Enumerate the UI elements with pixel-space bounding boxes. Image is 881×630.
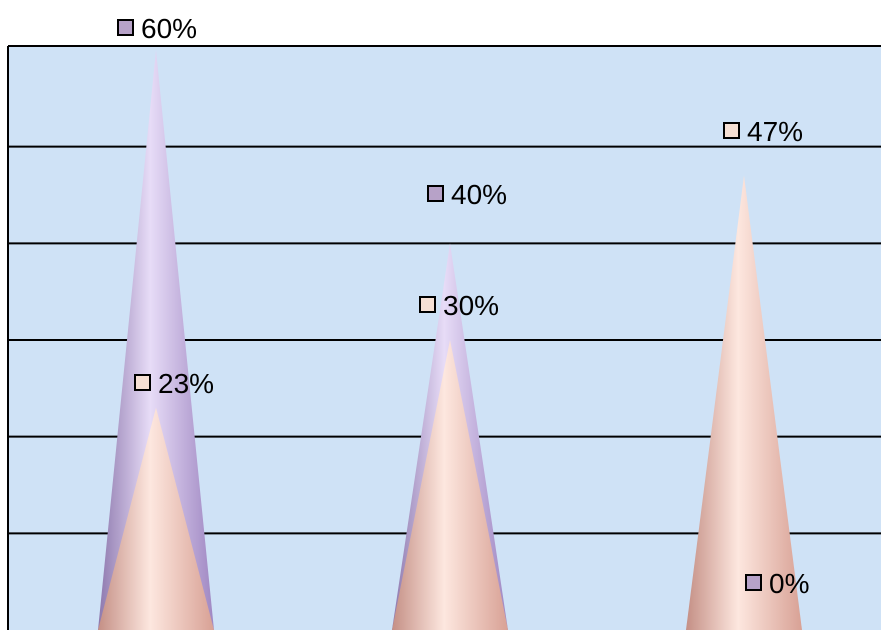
legend-key-marker bbox=[745, 574, 762, 591]
data-label: 47% bbox=[747, 116, 803, 147]
cone-series1-item1 bbox=[98, 50, 214, 630]
data-label: 60% bbox=[141, 13, 197, 44]
cone-series2-item3 bbox=[686, 175, 802, 630]
cone-series2-item1 bbox=[98, 407, 214, 630]
legend-key-marker bbox=[427, 185, 444, 202]
cone-series2-item2 bbox=[392, 340, 508, 630]
data-label: 40% bbox=[451, 179, 507, 210]
legend-key-marker bbox=[419, 296, 436, 313]
legend-key-marker bbox=[723, 122, 740, 139]
cones bbox=[98, 50, 802, 630]
legend-key-marker bbox=[134, 374, 151, 391]
data-labels: 60% 40% 0% 23% 30% 47% bbox=[117, 13, 809, 599]
data-label: 0% bbox=[769, 568, 809, 599]
legend-key-marker bbox=[117, 19, 134, 36]
data-label: 23% bbox=[158, 368, 214, 399]
data-label: 30% bbox=[443, 290, 499, 321]
